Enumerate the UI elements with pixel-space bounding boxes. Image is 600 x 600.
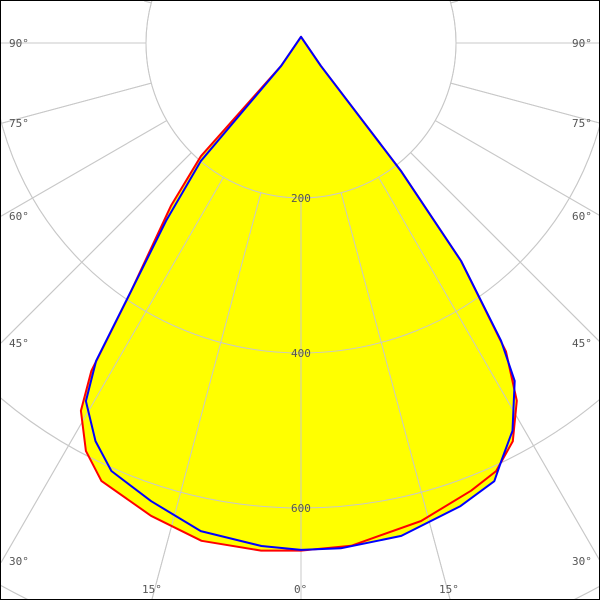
angle-label-right: 45° — [572, 337, 592, 350]
intensity-fill — [85, 36, 515, 550]
grid-radial-line — [1, 120, 168, 217]
intensity-curve — [84, 35, 516, 551]
grid-radial-line — [450, 82, 599, 124]
angle-label-left: 15° — [142, 583, 162, 596]
radial-tick-label: 200 — [291, 192, 311, 205]
radial-tick-label: 600 — [291, 502, 311, 515]
grid-radial-line — [1, 176, 224, 563]
angle-label-right: 75° — [572, 117, 592, 130]
angle-label-left: 45° — [9, 337, 29, 350]
grid-radial-line — [1, 82, 152, 124]
grid-ring — [574, 586, 599, 599]
angle-label-left: 90° — [9, 37, 29, 50]
radial-tick-label: 400 — [291, 347, 311, 360]
grid-radial-line — [144, 1, 152, 4]
grid-ring — [574, 586, 599, 599]
grid-radial-line — [1, 152, 192, 344]
angle-label-left: 75° — [9, 117, 29, 130]
grid-radial-line — [378, 176, 599, 561]
angle-label-left: 30° — [9, 555, 29, 568]
grid-radial-line — [434, 120, 599, 216]
grid-ring — [1, 585, 28, 599]
angle-label-right: 15° — [439, 583, 459, 596]
grid-radial-line — [450, 1, 458, 4]
labels: 200 400 600 90° 75° 60° 45° 30° 15° 90° … — [9, 37, 592, 596]
angle-label-right: 60° — [572, 210, 592, 223]
grid-radial-line — [340, 192, 451, 599]
angle-label-center: 0° — [294, 583, 307, 596]
angle-label-right: 30° — [572, 555, 592, 568]
angle-label-left: 60° — [9, 210, 29, 223]
angle-label-right: 90° — [572, 37, 592, 50]
grid-radial-line — [410, 152, 599, 342]
grid-radial-line — [151, 192, 262, 599]
